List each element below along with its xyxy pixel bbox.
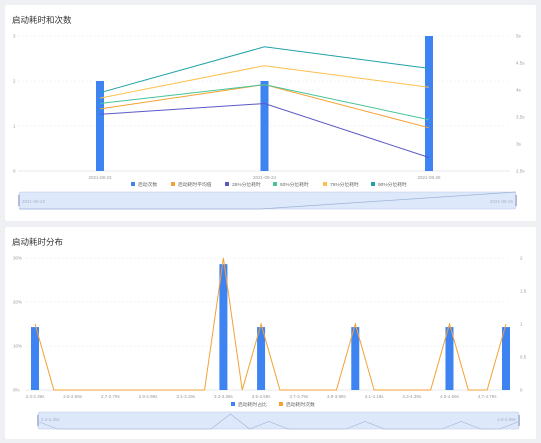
y-left-tick-label: 3	[13, 34, 16, 39]
bar-startup-share[interactable]	[445, 327, 454, 390]
line-series[interactable]	[99, 46, 430, 94]
x-tick-label: 2.7-2.79s	[101, 394, 121, 399]
legend-swatch	[371, 182, 375, 186]
y-right-tick-label: 4s	[516, 88, 522, 93]
zoom-handle-right[interactable]	[515, 195, 517, 206]
y-right-tick-label: 5s	[516, 34, 522, 39]
legend-label: 启动耗时占比	[238, 401, 267, 408]
y-right-tick-label: 0	[520, 388, 523, 393]
x-tick-label: 3.7-3.79s	[289, 394, 309, 399]
legend-item[interactable]: 50%分位耗时	[273, 181, 309, 188]
y-right-tick-label: 2.5s	[516, 169, 525, 174]
y-right-tick-label: 0.5	[520, 355, 527, 360]
x-tick-label: 2021-08-23	[88, 175, 112, 180]
bar-startup-share[interactable]	[31, 327, 39, 390]
data-zoom-slider[interactable]: 2.3-2.39s 4.8-4.89s	[37, 411, 520, 430]
bar-startup-share[interactable]	[351, 327, 360, 390]
zoom-end-label: 4.8-4.89s	[497, 417, 517, 422]
x-tick-label: 4.1-4.19s	[365, 394, 385, 399]
legend-item[interactable]: 90%分位耗时	[371, 181, 407, 188]
x-tick-label: 2021-08-24	[253, 175, 277, 180]
legend-label: 50%分位耗时	[280, 181, 309, 188]
legend-swatch	[231, 402, 235, 406]
y-left-tick-label: 30%	[13, 256, 22, 261]
y-right-tick-label: 1	[520, 322, 523, 327]
x-tick-label: 3.9-3.99s	[327, 394, 347, 399]
legend-item[interactable]: 75%分位耗时	[323, 181, 359, 188]
legend-swatch	[225, 182, 229, 186]
x-tick-label: 2021-08-25	[417, 175, 441, 180]
legend-label: 启动耗时平均值	[178, 181, 212, 188]
y-right-tick-label: 2	[520, 256, 523, 261]
legend-label: 启动耗时次数	[286, 401, 315, 408]
zoom-preview-line	[19, 191, 517, 210]
zoom-window[interactable]	[37, 411, 520, 430]
x-tick-label: 4.3-4.39s	[402, 394, 422, 399]
legend-label: 90%分位耗时	[378, 181, 407, 188]
legend-swatch	[279, 402, 283, 406]
legend-label: 75%分位耗时	[330, 181, 359, 188]
zoom-handle-left[interactable]	[18, 195, 20, 206]
startup-distribution-panel: 启动耗时分布 0% 10% 20% 30% 0 0.5 1 1.5 2 2.3-2.39s 2.5-…	[5, 227, 536, 439]
line-startup-count[interactable]	[34, 257, 507, 391]
x-tick-label: 2.5-2.59s	[63, 394, 83, 399]
legend-item[interactable]: 启动耗时次数	[279, 401, 315, 408]
zoom-window[interactable]	[18, 191, 517, 210]
legend-swatch	[323, 182, 327, 186]
y-right-tick-label: 3s	[516, 142, 522, 147]
x-tick-label: 4.5-4.59s	[440, 394, 460, 399]
x-tick-label: 2.3-2.39s	[26, 394, 46, 399]
legend-label: 25%分位耗时	[232, 181, 261, 188]
legend-swatch	[171, 182, 175, 186]
line-series[interactable]	[99, 84, 430, 121]
legend-item[interactable]: 25%分位耗时	[225, 181, 261, 188]
zoom-handle-left[interactable]	[37, 415, 39, 426]
x-tick-label: 2.9-2.99s	[139, 394, 159, 399]
legend-swatch	[273, 182, 277, 186]
legend-item[interactable]: 启动次数	[131, 181, 157, 188]
x-tick-label: 3.1-3.19s	[176, 394, 196, 399]
startup-distribution-chart: 0% 10% 20% 30% 0 0.5 1 1.5 2 2.3-2.39s 2.5-2.59s 2.…	[13, 256, 527, 430]
zoom-handle-right[interactable]	[518, 415, 520, 426]
y-right-tick-label: 3.5s	[516, 115, 525, 120]
y-left-tick-label: 0%	[13, 388, 20, 393]
data-zoom-slider[interactable]: 2021-08-23 2021-08-25	[18, 191, 517, 210]
y-left-tick-label: 20%	[13, 300, 22, 305]
panel-title-startup: 启动耗时和次数	[12, 15, 72, 25]
zoom-start-label: 2.3-2.39s	[41, 417, 61, 422]
panel-title-distribution: 启动耗时分布	[12, 237, 64, 247]
y-left-tick-label: 1	[13, 124, 16, 129]
bar-startup-count[interactable]	[425, 36, 433, 171]
legend-label: 启动次数	[138, 181, 157, 188]
line-series[interactable]	[99, 102, 430, 158]
bar-startup-share[interactable]	[219, 264, 228, 390]
x-tick-label: 3.5-3.59s	[252, 394, 272, 399]
legend-item[interactable]: 启动耗时平均值	[171, 181, 212, 188]
bar-startup-count[interactable]	[96, 81, 104, 171]
y-left-tick-label: 2	[13, 79, 16, 84]
line-series[interactable]	[99, 65, 430, 99]
zoom-preview-line	[37, 413, 520, 430]
bar-startup-share[interactable]	[502, 327, 510, 390]
zoom-end-label: 2021-08-25	[490, 199, 514, 204]
legend-item[interactable]: 启动耗时占比	[231, 401, 267, 408]
legend-swatch	[131, 182, 135, 186]
x-tick-label: 4.7-4.79s	[478, 394, 498, 399]
bar-startup-share[interactable]	[257, 327, 266, 390]
y-right-tick-label: 1.5	[520, 289, 527, 294]
zoom-start-label: 2021-08-23	[22, 199, 46, 204]
startup-time-panel: 启动耗时和次数 0 1 2 3 2.5s 3s 3.5s 4s 4.5s 5s 2021-08-23…	[5, 5, 536, 221]
y-left-tick-label: 10%	[13, 344, 22, 349]
y-right-tick-label: 4.5s	[516, 61, 525, 66]
y-left-tick-label: 0	[13, 169, 16, 174]
bar-startup-count[interactable]	[260, 81, 269, 171]
x-tick-label: 3.3-3.39s	[214, 394, 234, 399]
